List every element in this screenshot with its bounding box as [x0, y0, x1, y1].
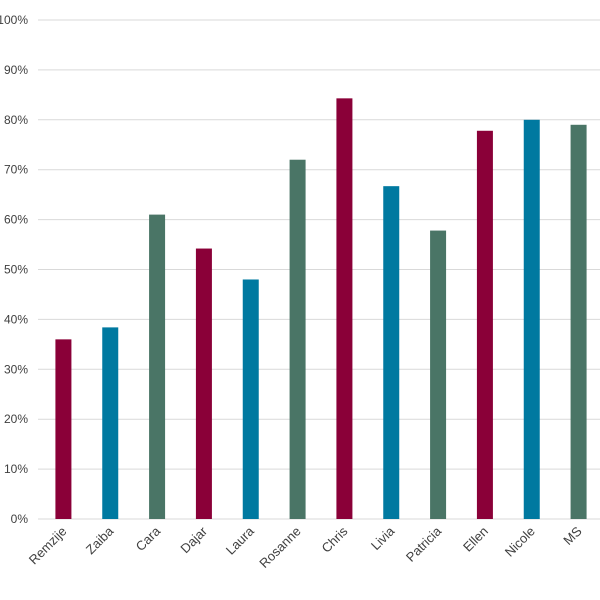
x-tick-label: Zaiba	[83, 523, 117, 557]
x-tick-label: Cara	[133, 523, 164, 554]
y-tick-label: 50%	[4, 263, 28, 277]
bar-livia	[383, 186, 400, 520]
bar-cara	[149, 214, 166, 520]
bar-chris	[336, 98, 353, 519]
x-tick-label: Patricia	[403, 523, 445, 565]
x-tick-label: Nicole	[502, 524, 538, 560]
x-tick-label: Remzije	[26, 524, 70, 568]
y-axis-ticks: 0% 10% 20% 30% 40% 50% 60% 70% 80% 90% 100%	[0, 13, 28, 526]
bar-ms	[570, 124, 587, 519]
bar-ellen	[476, 130, 493, 519]
y-tick-label: 90%	[4, 63, 28, 77]
x-tick-label: MS	[560, 523, 585, 548]
bar-remzije	[55, 339, 72, 519]
y-tick-label: 70%	[4, 163, 28, 177]
x-axis-ticks: Remzije Zaiba Cara Dajar Laura Rosanne Chris Li…	[26, 523, 585, 571]
gridlines	[38, 19, 600, 520]
y-tick-label: 100%	[0, 13, 28, 27]
bar-patricia	[430, 230, 447, 519]
bar-rosanne	[289, 159, 306, 519]
y-tick-label: 10%	[4, 462, 28, 476]
y-tick-label: 30%	[4, 362, 28, 376]
x-tick-label: Dajar	[177, 523, 210, 556]
y-tick-label: 0%	[11, 512, 29, 526]
y-tick-label: 60%	[4, 213, 28, 227]
bar-laura	[242, 279, 259, 519]
y-tick-label: 20%	[4, 412, 28, 426]
y-tick-label: 80%	[4, 113, 28, 127]
bar-nicole	[523, 119, 540, 520]
bars	[55, 98, 587, 520]
x-tick-label: Rosanne	[256, 524, 303, 571]
x-tick-label: Livia	[368, 523, 398, 553]
x-tick-label: Chris	[318, 523, 350, 555]
x-tick-label: Laura	[223, 523, 258, 558]
x-tick-label: Ellen	[460, 524, 491, 555]
bar-dajar	[195, 248, 212, 520]
y-tick-label: 40%	[4, 312, 28, 326]
bar-zaiba	[102, 327, 119, 519]
